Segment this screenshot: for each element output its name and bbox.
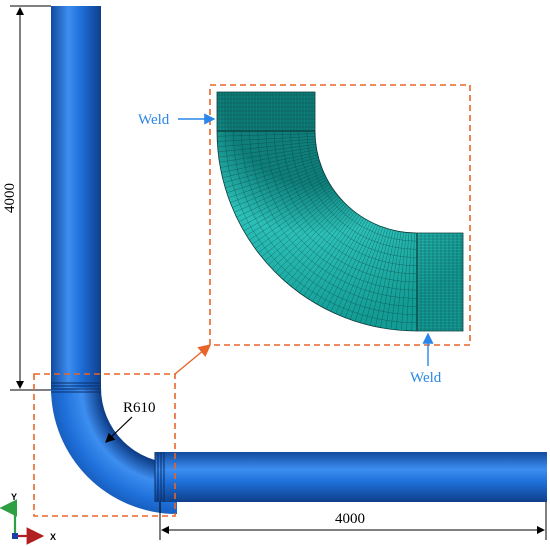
detail-callout-arrow	[174, 344, 212, 375]
weld-label-top: Weld	[138, 112, 170, 128]
x-axis-label: X	[50, 532, 56, 542]
axis-triad: Y X	[0, 492, 56, 545]
mesh-arc	[241, 130, 418, 307]
detail-region-box	[33, 373, 176, 517]
horizontal-dimension-label: 4000	[335, 511, 365, 527]
weld-label-bottom: Weld	[410, 370, 442, 386]
vertical-dimension-label: 4000	[2, 183, 18, 213]
mesh-arc	[298, 130, 418, 250]
vertical-weld-rings	[51, 382, 101, 393]
mesh-arc	[265, 130, 418, 283]
mesh-arc	[273, 130, 418, 275]
mesh-arc	[257, 130, 418, 291]
z-axis-marker	[12, 533, 18, 539]
bend-radius-leader	[105, 416, 133, 443]
horizontal-dimension	[159, 502, 547, 540]
vertical-dimension	[10, 5, 51, 391]
mesh-arc	[224, 130, 418, 324]
meshed-elbow	[216, 91, 464, 332]
mesh-arc	[282, 130, 418, 266]
mesh-arc	[249, 130, 418, 299]
horizontal-pipe	[155, 452, 547, 502]
mesh-arc	[290, 130, 418, 258]
bend-radius-label: R610	[123, 400, 156, 416]
horizontal-weld-rings	[154, 452, 165, 502]
mesh-arc	[233, 130, 418, 315]
y-axis-label: Y	[11, 492, 17, 502]
pipe-bend	[51, 388, 177, 514]
vertical-pipe	[51, 6, 101, 390]
mesh-arc	[306, 130, 418, 242]
